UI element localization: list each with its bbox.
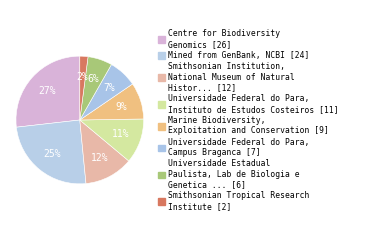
Text: 25%: 25% [44,149,61,159]
Text: 7%: 7% [103,83,115,93]
Text: 9%: 9% [115,102,127,112]
Legend: Centre for Biodiversity
Genomics [26], Mined from GenBank, NCBI [24], Smithsonia: Centre for Biodiversity Genomics [26], M… [156,28,340,212]
Wedge shape [80,56,88,120]
Text: 27%: 27% [39,86,56,96]
Wedge shape [80,57,111,120]
Wedge shape [80,84,144,120]
Wedge shape [16,56,80,127]
Text: 2%: 2% [77,72,89,82]
Wedge shape [80,119,144,161]
Text: 11%: 11% [112,129,130,139]
Wedge shape [80,120,129,184]
Wedge shape [16,120,86,184]
Wedge shape [80,65,133,120]
Text: 6%: 6% [88,74,100,84]
Text: 12%: 12% [91,153,109,163]
